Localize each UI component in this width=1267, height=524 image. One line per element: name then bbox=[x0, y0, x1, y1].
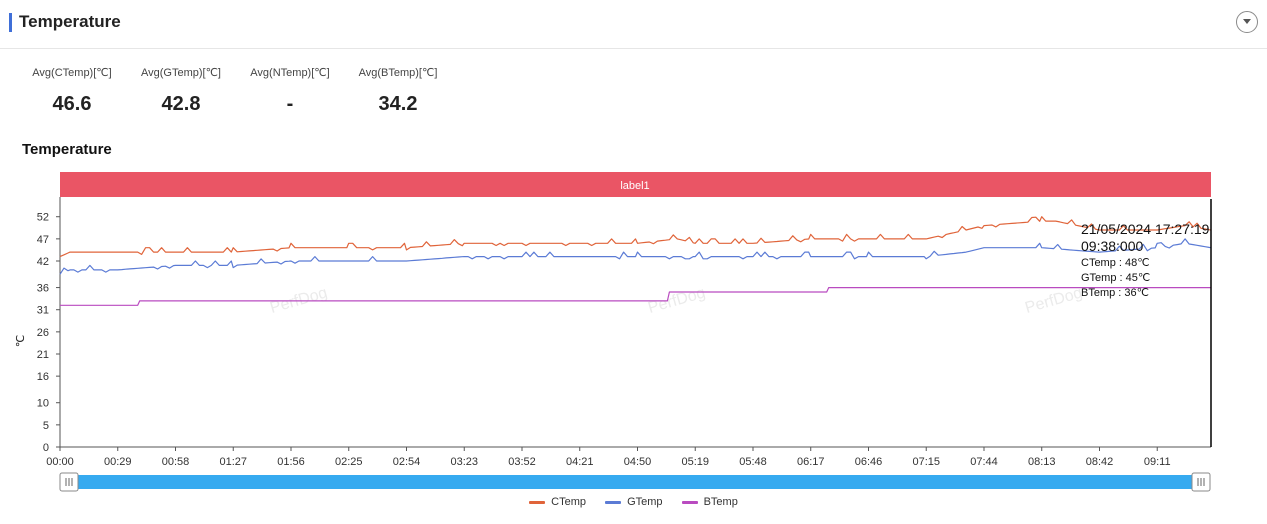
tooltip-gtemp: GTemp : 45℃ bbox=[1081, 272, 1150, 284]
label-band[interactable] bbox=[60, 172, 1211, 197]
x-tick-label: 06:17 bbox=[797, 456, 825, 468]
series-lines bbox=[59, 216, 1212, 306]
collapse-button[interactable] bbox=[1236, 11, 1258, 33]
x-tick-label: 01:56 bbox=[277, 456, 305, 468]
stat-value: - bbox=[286, 93, 294, 115]
x-tick-label: 03:52 bbox=[508, 456, 536, 468]
stat-ctemp: Avg(CTemp)[℃] 46.6 bbox=[22, 66, 122, 116]
legend-swatch bbox=[605, 500, 622, 504]
y-tick-label: 47 bbox=[37, 234, 49, 246]
legend-swatch bbox=[529, 500, 546, 504]
tooltip-time: 09:38:000 bbox=[1081, 238, 1143, 254]
x-tick-label: 00:00 bbox=[46, 456, 74, 468]
stat-label: Avg(BTemp)[℃] bbox=[358, 67, 438, 79]
stat-value: 34.2 bbox=[378, 93, 418, 115]
legend-swatch bbox=[681, 500, 698, 504]
slider-handle-right[interactable] bbox=[1191, 472, 1211, 492]
x-tick-label: 02:54 bbox=[393, 456, 421, 468]
stat-ntemp: Avg(NTemp)[℃] - bbox=[240, 66, 340, 116]
section-header: Temperature bbox=[0, 0, 1267, 49]
legend-item-ctemp[interactable]: CTemp bbox=[529, 496, 586, 508]
tooltip-ctemp: CTemp : 48℃ bbox=[1081, 257, 1150, 269]
legend-label: BTemp bbox=[703, 496, 738, 508]
range-slider[interactable] bbox=[59, 472, 1211, 492]
legend-label: GTemp bbox=[627, 496, 663, 508]
slider-track[interactable] bbox=[62, 475, 1210, 489]
y-tick-label: 5 bbox=[43, 420, 49, 432]
x-tick-label: 05:19 bbox=[681, 456, 709, 468]
watermark-text: PerfDog bbox=[1023, 284, 1084, 317]
axes: 0 5 10 16 21 26 31 36 42 47 52 00:00 00:29 00:58 01:27… bbox=[37, 197, 1211, 468]
series-line-ctemp bbox=[59, 216, 1212, 258]
x-tick-label: 04:21 bbox=[566, 456, 594, 468]
x-tick-label: 08:13 bbox=[1028, 456, 1056, 468]
stat-value: 46.6 bbox=[52, 93, 92, 115]
chart-legend: CTemp GTemp BTemp bbox=[0, 496, 1267, 508]
y-tick-label: 16 bbox=[37, 371, 49, 383]
x-tick-label: 07:44 bbox=[970, 456, 998, 468]
x-tick-label: 06:46 bbox=[855, 456, 883, 468]
tooltip-btemp: BTemp : 36℃ bbox=[1081, 287, 1149, 299]
y-tick-label: 52 bbox=[37, 212, 49, 224]
slider-handle-left[interactable] bbox=[59, 472, 79, 492]
section-accent-bar bbox=[9, 13, 12, 32]
y-tick-label: 42 bbox=[37, 256, 49, 268]
stat-label: Avg(CTemp)[℃] bbox=[32, 67, 112, 79]
x-tick-label: 01:27 bbox=[219, 456, 247, 468]
x-tick-label: 00:58 bbox=[162, 456, 190, 468]
x-tick-label: 09:11 bbox=[1144, 456, 1171, 468]
temperature-chart: label1 PerfDog PerfDog PerfDog 05101621263… bbox=[15, 172, 1212, 492]
legend-item-gtemp[interactable]: GTemp bbox=[605, 496, 663, 508]
y-tick-label: 31 bbox=[37, 305, 49, 317]
section-title: Temperature bbox=[19, 12, 121, 31]
series-line-gtemp bbox=[59, 238, 1212, 275]
x-tick-label: 08:42 bbox=[1086, 456, 1114, 468]
y-tick-label: 26 bbox=[37, 327, 49, 339]
y-tick-label: 10 bbox=[37, 398, 49, 410]
legend-item-btemp[interactable]: BTemp bbox=[681, 496, 738, 508]
y-tick-label: 0 bbox=[43, 442, 49, 454]
x-tick-label: 07:15 bbox=[912, 456, 940, 468]
y-tick-label: 21 bbox=[37, 349, 49, 361]
chart-title: Temperature bbox=[22, 141, 112, 158]
label-band-text: label1 bbox=[620, 180, 649, 192]
x-tick-label: 00:29 bbox=[104, 456, 132, 468]
stat-label: Avg(GTemp)[℃] bbox=[140, 67, 221, 79]
x-tick-label: 05:48 bbox=[739, 456, 767, 468]
stat-value: 42.8 bbox=[161, 93, 201, 115]
chevron-down-icon bbox=[1243, 19, 1251, 24]
series-line-btemp bbox=[60, 286, 1211, 306]
stat-btemp: Avg(BTemp)[℃] 34.2 bbox=[348, 66, 448, 116]
x-tick-label: 04:50 bbox=[624, 456, 652, 468]
x-tick-label: 03:23 bbox=[450, 456, 478, 468]
tooltip: 21/05/2024 17:27:19 09:38:000 CTemp : 48… bbox=[1081, 221, 1210, 299]
tooltip-datetime: 21/05/2024 17:27:19 bbox=[1081, 221, 1210, 237]
y-axis-label: ℃ bbox=[15, 335, 27, 347]
stat-label: Avg(NTemp)[℃] bbox=[250, 67, 330, 79]
stat-gtemp: Avg(GTemp)[℃] 42.8 bbox=[131, 66, 231, 116]
legend-label: CTemp bbox=[551, 496, 586, 508]
x-tick-label: 02:25 bbox=[335, 456, 363, 468]
y-tick-label: 36 bbox=[37, 283, 49, 295]
